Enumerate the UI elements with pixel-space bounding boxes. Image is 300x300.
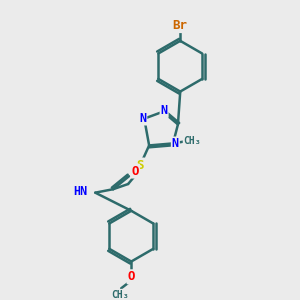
Text: N: N xyxy=(139,112,146,124)
Text: Br: Br xyxy=(173,19,188,32)
Text: O: O xyxy=(132,165,139,178)
Text: HN: HN xyxy=(73,185,87,198)
Text: O: O xyxy=(128,270,135,283)
Text: CH₃: CH₃ xyxy=(111,290,129,300)
Text: CH₃: CH₃ xyxy=(184,136,201,146)
Text: S: S xyxy=(137,158,144,172)
Text: N: N xyxy=(160,104,168,117)
Text: N: N xyxy=(172,137,179,151)
